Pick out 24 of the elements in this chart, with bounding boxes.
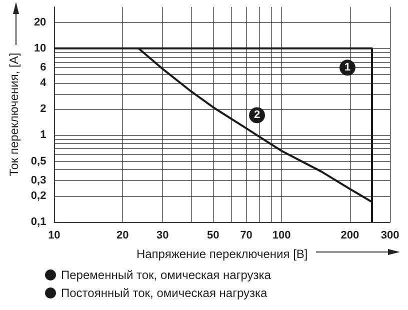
y-tick-label: 1 — [40, 129, 46, 142]
x-tick-label: 200 — [340, 230, 360, 242]
x-tick-label: 300 — [380, 230, 400, 242]
y-tick-label: 4 — [40, 76, 48, 89]
x-axis-title: Напряжение переключения [B] — [136, 247, 308, 261]
y-tick-label: 2 — [40, 103, 46, 116]
y-tick-label: 0,5 — [30, 155, 46, 168]
x-tick-label: 50 — [206, 230, 220, 242]
x-tick-label: 100 — [272, 230, 291, 242]
y-axis-title: Ток переключения, [A] — [7, 52, 21, 176]
x-tick-label: 10 — [48, 230, 60, 242]
annotation: 2 — [254, 109, 260, 122]
annotation: 1 — [344, 62, 351, 74]
y-tick-label: 10 — [34, 42, 46, 54]
y-tick-label: 0,3 — [30, 174, 46, 187]
x-tick-label: 70 — [240, 230, 252, 242]
legend-label: Переменный ток, омическая нагрузка — [61, 268, 272, 282]
y-tick-label: 0,1 — [30, 216, 46, 228]
x-tick-label: 20 — [116, 230, 129, 242]
legend-label: Постоянный ток, омическая нагрузка — [61, 286, 268, 300]
y-tick-label: 6 — [40, 62, 46, 74]
y-tick-label: 20 — [34, 16, 46, 28]
x-tick-label: 30 — [156, 230, 169, 242]
y-tick-label: 0,2 — [30, 190, 46, 202]
